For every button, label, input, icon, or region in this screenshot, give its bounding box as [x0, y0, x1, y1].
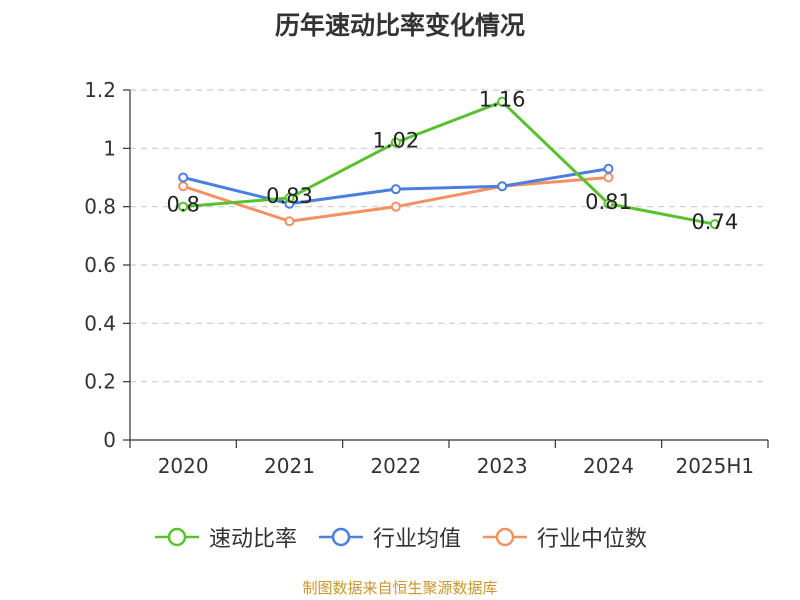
y-tick-label: 0.4: [84, 311, 116, 335]
data-point: [390, 201, 401, 212]
data-label: 0.83: [266, 184, 313, 208]
x-tick-label: 2022: [370, 454, 421, 478]
legend-marker-industry-median: [483, 527, 527, 547]
data-point: [497, 96, 508, 107]
data-point: [178, 201, 189, 212]
legend-label: 行业中位数: [537, 527, 648, 552]
y-tick-label: 0.8: [84, 195, 116, 219]
legend-marker-industry-mean: [318, 527, 363, 547]
data-label: 0.74: [691, 210, 738, 234]
y-tick-label: 0: [103, 428, 116, 452]
source-note: 制图数据来自恒生聚源数据库: [302, 579, 498, 597]
data-point: [603, 172, 614, 183]
series-0: [178, 96, 720, 230]
legend: 速动比率 行业均值 行业中位数: [0, 522, 800, 552]
x-tick-label: 2021: [264, 454, 315, 478]
y-tick-label: 0.2: [84, 370, 116, 394]
series-line: [183, 100, 716, 226]
series-2: [178, 172, 614, 227]
data-point: [178, 181, 189, 192]
data-point: [390, 184, 401, 195]
data-point: [284, 216, 295, 227]
legend-label: 行业均值: [372, 527, 461, 552]
legend-label: 速动比率: [208, 527, 297, 552]
data-point: [390, 137, 401, 148]
data-label: 0.8: [166, 193, 199, 217]
x-tick-label: 2023: [477, 454, 528, 478]
y-tick-label: 1: [103, 136, 116, 160]
y-tick-label: 0.6: [84, 253, 116, 277]
data-point: [603, 198, 614, 209]
legend-marker-quick-ratio: [154, 527, 199, 547]
x-tick-label: 2025H1: [675, 454, 754, 478]
x-tick-label: 2020: [158, 454, 209, 478]
y-tick-label: 1.2: [84, 78, 116, 102]
series-line: [182, 176, 609, 223]
chart-title: 历年速动比率变化情况: [274, 11, 525, 40]
data-point: [284, 192, 295, 203]
x-tick-label: 2024: [583, 454, 634, 478]
data-point: [709, 219, 720, 230]
data-point: [497, 181, 508, 192]
legend-item-industry-mean[interactable]: 行业均值: [317, 521, 461, 553]
data-point: [178, 172, 189, 183]
legend-item-industry-median[interactable]: 行业中位数: [481, 521, 647, 553]
data-label: 0.81: [585, 190, 632, 214]
data-label: 1.02: [372, 129, 419, 153]
data-point: [603, 163, 614, 174]
data-label: 1.16: [479, 88, 526, 112]
legend-item-quick-ratio[interactable]: 速动比率: [153, 521, 297, 553]
